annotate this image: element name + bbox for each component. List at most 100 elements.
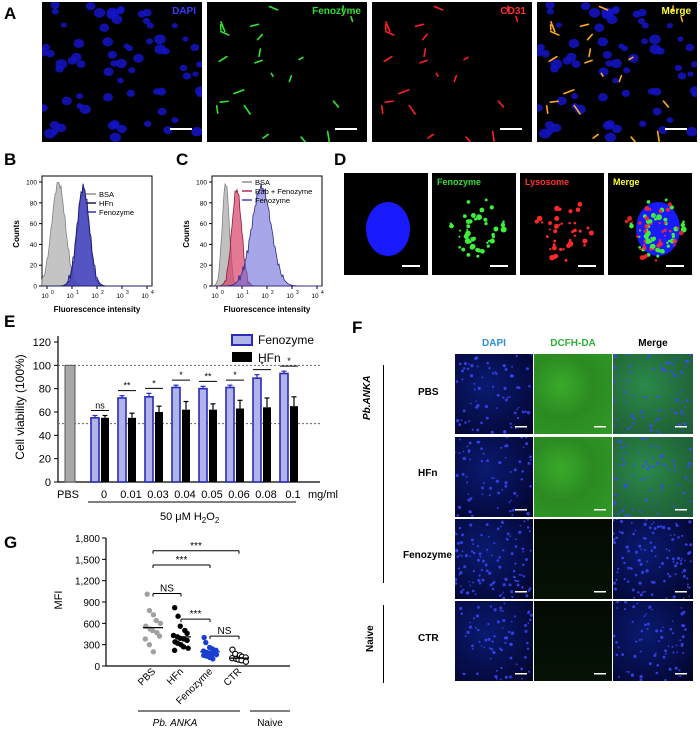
nucleus bbox=[71, 52, 82, 62]
tick-exponent: 3 bbox=[126, 290, 129, 296]
lysosome-dot bbox=[631, 221, 634, 224]
tile-ctr-merge bbox=[613, 601, 693, 681]
tile-hfn-dcfh-da bbox=[534, 437, 612, 517]
nucleus bbox=[649, 34, 661, 45]
micrograph-d-lysosome: Lysosome bbox=[520, 173, 604, 275]
bar-fenozyme bbox=[198, 387, 208, 483]
nucleus bbox=[93, 8, 106, 18]
nucleus bbox=[571, 60, 581, 68]
nucleus bbox=[157, 107, 167, 116]
vessel-signal bbox=[423, 48, 427, 58]
scale-bar bbox=[515, 426, 527, 428]
nucleus bbox=[51, 8, 59, 15]
tick-label: 40 bbox=[39, 430, 51, 442]
histogram-bsa bbox=[41, 181, 152, 287]
nucleus bbox=[610, 58, 622, 69]
x-unit-label: mg/ml bbox=[308, 489, 338, 501]
fenozyme-dot bbox=[465, 219, 471, 224]
tile-title: CD31 bbox=[500, 6, 526, 17]
nucleus bbox=[618, 43, 625, 49]
tile-pbs-merge bbox=[613, 354, 693, 434]
data-point bbox=[229, 646, 236, 653]
data-point bbox=[184, 637, 190, 644]
fenozyme-dot bbox=[629, 223, 634, 229]
tick-label: 0 bbox=[94, 662, 100, 673]
fenozyme-dot bbox=[476, 214, 482, 221]
scale-bar bbox=[675, 426, 687, 428]
tick-label: 10 bbox=[261, 293, 269, 300]
tick-exponent: 2 bbox=[101, 290, 104, 296]
tick-exponent: 0 bbox=[51, 290, 54, 296]
nucleus bbox=[152, 88, 161, 95]
scale-bar bbox=[515, 591, 527, 593]
vessel-signal bbox=[588, 48, 592, 58]
fenozyme-dot bbox=[464, 238, 471, 244]
fenozyme-dot bbox=[474, 217, 478, 221]
fenozyme-dot bbox=[486, 244, 490, 248]
fenozyme-dot bbox=[469, 243, 476, 250]
nucleus bbox=[604, 132, 617, 142]
panel-label-g: G bbox=[4, 533, 18, 552]
fenozyme-dot bbox=[479, 207, 485, 213]
nucleus bbox=[628, 53, 639, 63]
bar-fenozyme bbox=[171, 386, 181, 483]
nucleus bbox=[117, 77, 124, 84]
nucleus bbox=[145, 38, 154, 45]
tick-label: 10 bbox=[41, 293, 49, 300]
tick-label: 100 bbox=[26, 180, 37, 187]
tick-label: 20 bbox=[30, 263, 38, 270]
lysosome-dot bbox=[643, 239, 647, 243]
x-axis-label: Fluorescence intensity bbox=[54, 305, 141, 314]
lysosome-dot bbox=[546, 235, 549, 239]
tile-title: Merge bbox=[661, 6, 691, 17]
nucleus bbox=[190, 43, 200, 52]
bar-hfn bbox=[155, 412, 163, 482]
tick-label: 100 bbox=[33, 360, 51, 372]
vessel-signal bbox=[497, 100, 505, 108]
lysosome-dot bbox=[667, 202, 672, 207]
fenozyme-dot bbox=[491, 235, 495, 239]
scale-bar bbox=[515, 673, 527, 675]
bar-hfn bbox=[290, 406, 298, 482]
lysosome-dot bbox=[578, 229, 582, 233]
data-point bbox=[201, 634, 207, 641]
row-label-hfn: HFn bbox=[418, 468, 438, 479]
vessel-signal bbox=[332, 100, 340, 108]
micrograph-a-fenozyme: Fenozyme bbox=[207, 2, 367, 142]
lysosome-dot bbox=[554, 216, 560, 221]
lysosome-dot bbox=[642, 243, 646, 246]
nucleus bbox=[638, 120, 647, 127]
tick-label: 10 bbox=[91, 293, 99, 300]
tile-pbs-dapi bbox=[455, 354, 533, 434]
lysosome-dot bbox=[549, 254, 555, 261]
category-label: PBS bbox=[136, 666, 158, 688]
nucleus bbox=[154, 34, 166, 45]
row-label-fenozyme: Fenozyme bbox=[403, 550, 452, 561]
nucleus bbox=[647, 88, 656, 95]
lysosome-dot bbox=[627, 216, 633, 221]
vessel-signal bbox=[630, 136, 636, 142]
significance-label: *** bbox=[190, 541, 202, 552]
nucleus bbox=[182, 36, 189, 42]
scale-bar bbox=[594, 509, 606, 511]
nucleus bbox=[50, 2, 60, 9]
lysosome-dot bbox=[658, 239, 662, 242]
bar-fenozyme bbox=[279, 372, 289, 483]
data-point bbox=[157, 620, 164, 627]
treatment-label: 50 μM H2O2 bbox=[160, 511, 220, 525]
group-label-naive: Naive bbox=[365, 625, 376, 652]
panel-label-e: E bbox=[4, 312, 16, 331]
nucleus bbox=[196, 61, 202, 68]
lysosome-dot bbox=[638, 221, 642, 225]
tick-label: 40 bbox=[30, 242, 38, 249]
vessel-signal bbox=[219, 100, 229, 103]
scale-bar bbox=[578, 265, 596, 267]
nucleus bbox=[550, 65, 559, 73]
lysosome-dot bbox=[672, 238, 678, 244]
scale-bar bbox=[500, 128, 522, 130]
nucleus bbox=[580, 2, 591, 11]
nucleus bbox=[366, 202, 410, 256]
nucleus bbox=[103, 93, 113, 102]
nucleus bbox=[128, 67, 136, 74]
tile-fenozyme-merge bbox=[613, 519, 693, 599]
